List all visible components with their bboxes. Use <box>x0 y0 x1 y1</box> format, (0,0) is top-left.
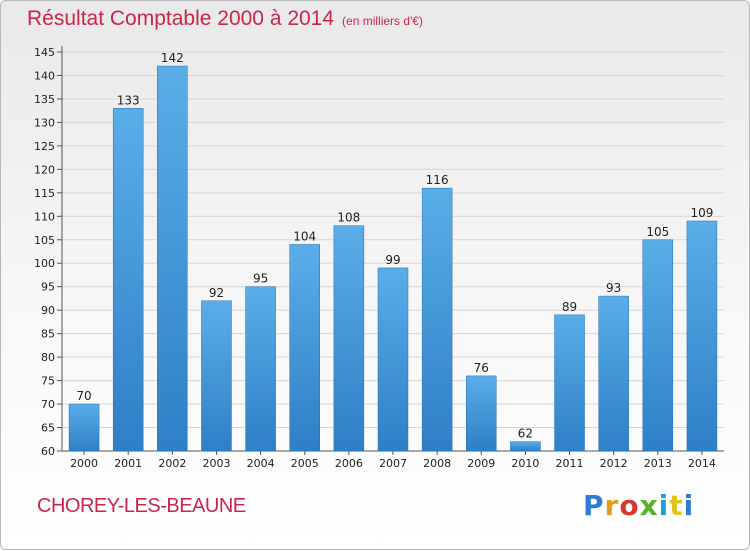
chart-title: Résultat Comptable 2000 à 2014 (en millie… <box>27 7 423 31</box>
logo-letter: P <box>583 489 605 522</box>
bar-value-label: 70 <box>76 389 91 403</box>
x-tick-label: 2012 <box>600 457 628 470</box>
y-tick-label: 140 <box>34 69 55 82</box>
x-tick-label: 2003 <box>202 457 230 470</box>
bar-value-label: 133 <box>117 93 140 107</box>
y-tick-label: 80 <box>41 351 55 364</box>
bar-value-label: 92 <box>209 286 224 300</box>
logo-letter: x <box>639 489 659 522</box>
y-tick-label: 60 <box>41 445 55 458</box>
x-tick-label: 2013 <box>644 457 672 470</box>
bar <box>245 286 276 452</box>
y-tick-label: 115 <box>34 187 55 200</box>
x-tick-label: 2005 <box>291 457 319 470</box>
chart-subtitle: (en milliers d'€) <box>342 14 424 28</box>
bar <box>642 239 674 452</box>
logo-letter: i <box>658 489 670 522</box>
logo-letter: i <box>683 489 695 522</box>
x-tick-label: 2007 <box>379 457 407 470</box>
bar-value-label: 142 <box>161 51 184 65</box>
logo-letter: r <box>604 489 620 522</box>
bar <box>68 403 100 452</box>
x-tick-label: 2011 <box>556 457 584 470</box>
x-tick-label: 2001 <box>114 457 142 470</box>
proxiti-logo: Proxiti <box>583 489 694 522</box>
bar <box>333 225 365 452</box>
bar <box>289 244 320 452</box>
x-tick-label: 2010 <box>511 457 539 470</box>
bar-value-label: 89 <box>562 300 577 314</box>
bar <box>510 441 541 452</box>
y-tick-label: 95 <box>41 281 55 294</box>
x-tick-label: 2004 <box>247 457 275 470</box>
bar-value-label: 95 <box>253 272 268 286</box>
x-tick-label: 2006 <box>335 457 363 470</box>
y-tick-label: 110 <box>34 210 55 223</box>
bar <box>686 220 718 452</box>
bar <box>112 108 144 452</box>
y-tick-label: 120 <box>34 163 55 176</box>
x-tick-label: 2014 <box>688 457 716 470</box>
y-tick-label: 105 <box>34 234 55 247</box>
y-tick-label: 135 <box>34 93 55 106</box>
bar <box>466 375 497 452</box>
y-tick-label: 100 <box>34 257 55 270</box>
x-tick-label: 2008 <box>423 457 451 470</box>
title-text: Résultat Comptable 2000 à 2014 <box>27 7 335 30</box>
commune-name: CHOREY-LES-BEAUNE <box>37 495 246 517</box>
bar <box>377 267 409 452</box>
y-tick-label: 130 <box>34 116 55 129</box>
bar <box>201 300 232 452</box>
bar <box>157 65 188 452</box>
bar-value-label: 105 <box>646 225 669 239</box>
y-tick-label: 85 <box>41 328 55 341</box>
y-tick-label: 90 <box>41 304 55 317</box>
y-tick-label: 65 <box>41 422 55 435</box>
x-tick-label: 2000 <box>70 457 98 470</box>
bar-value-label: 108 <box>337 211 360 225</box>
bar-value-label: 116 <box>426 173 449 187</box>
bar-value-label: 109 <box>690 206 713 220</box>
bar-value-label: 62 <box>518 427 533 441</box>
x-tick-label: 2009 <box>467 457 495 470</box>
y-tick-label: 75 <box>41 375 55 388</box>
bar <box>598 295 629 452</box>
bar <box>554 314 585 452</box>
y-tick-label: 125 <box>34 140 55 153</box>
x-tick-label: 2002 <box>158 457 186 470</box>
logo-letter: o <box>619 489 640 522</box>
bar-value-label: 104 <box>293 229 316 243</box>
logo-letter: t <box>669 489 684 522</box>
bar-value-label: 99 <box>385 253 400 267</box>
y-tick-label: 70 <box>41 398 55 411</box>
bar-value-label: 76 <box>474 361 489 375</box>
bar-value-label: 93 <box>606 281 621 295</box>
y-tick-label: 145 <box>34 46 55 59</box>
bar <box>421 187 453 452</box>
